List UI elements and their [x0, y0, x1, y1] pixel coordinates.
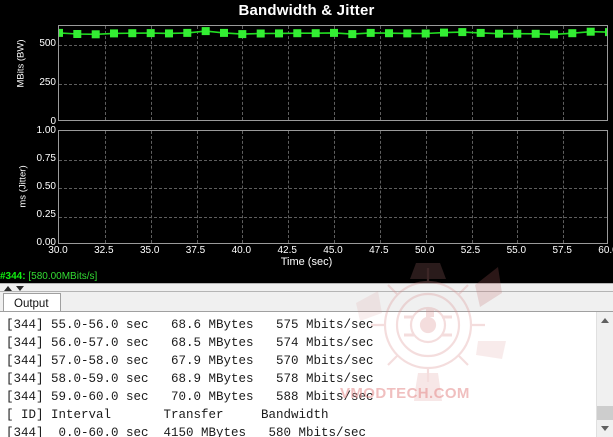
status-stream-id: #344:: [0, 271, 26, 282]
bandwidth-data-point: [531, 29, 540, 38]
x-tick-label: 37.5: [185, 245, 206, 256]
jitter-series: [59, 131, 608, 244]
x-tick-label: 40.0: [231, 245, 252, 256]
bandwidth-data-point: [256, 29, 265, 38]
bandwidth-data-point: [238, 30, 247, 39]
status-bar: #344: [580.00MBits/s]: [0, 270, 613, 283]
tab-output[interactable]: Output: [3, 293, 61, 312]
x-tick-label: 30.0: [48, 245, 68, 256]
bandwidth-data-point: [165, 29, 173, 38]
y-tick-jit-050: 0.50: [36, 181, 56, 192]
y-tick-bw-250: 250: [39, 77, 56, 88]
y-tick-jit-100: 1.00: [36, 125, 56, 136]
status-bandwidth-value: [580.00MBits/s]: [28, 271, 98, 282]
x-tick-label: 35.0: [139, 245, 160, 256]
triangle-up-icon[interactable]: [4, 286, 12, 291]
bandwidth-data-point: [421, 29, 430, 38]
bandwidth-data-point: [513, 29, 522, 38]
bandwidth-data-point: [275, 29, 283, 38]
y-tick-jit-025: 0.25: [36, 209, 56, 220]
jitter-plot-area: [58, 130, 608, 244]
x-tick-label: 47.5: [369, 245, 389, 256]
bandwidth-data-point: [311, 29, 320, 38]
bandwidth-data-point: [293, 29, 302, 38]
bandwidth-data-point: [183, 28, 192, 37]
bandwidth-data-point: [568, 29, 577, 38]
tab-strip: Output: [0, 292, 613, 312]
x-tick-label: 32.5: [94, 245, 114, 256]
bandwidth-y-axis: 500 250 0: [0, 0, 56, 277]
scroll-down-arrow-icon[interactable]: [597, 420, 613, 437]
bandwidth-data-point: [440, 28, 448, 37]
chart-title: Bandwidth & Jitter: [238, 2, 375, 19]
bandwidth-data-point: [348, 30, 357, 39]
bandwidth-data-point: [495, 29, 503, 38]
bandwidth-data-point: [73, 30, 82, 38]
bandwidth-data-point: [385, 29, 393, 38]
bandwidth-data-point: [110, 29, 118, 38]
x-axis-label: Time (sec): [280, 256, 333, 268]
y-tick-jit-000: 0.00: [36, 237, 56, 248]
bandwidth-data-point: [59, 28, 63, 37]
panel-splitter[interactable]: [0, 283, 613, 292]
x-tick-label: 42.5: [277, 245, 297, 256]
scroll-up-glyph: [601, 318, 609, 323]
scroll-up-arrow-icon[interactable]: [597, 312, 613, 329]
x-tick-label: 55.0: [506, 245, 527, 256]
x-tick-label: 45.0: [323, 245, 343, 256]
x-tick-label: 57.5: [552, 245, 572, 256]
bandwidth-data-point: [366, 28, 375, 37]
bandwidth-data-point: [605, 28, 607, 37]
bandwidth-data-point: [403, 29, 412, 38]
bandwidth-data-point: [476, 28, 485, 37]
x-tick-label: 60.0: [598, 245, 613, 256]
y-tick-bw-500: 500: [39, 38, 56, 49]
bandwidth-data-point: [458, 28, 467, 37]
bandwidth-data-point: [586, 27, 595, 36]
jitter-y-axis: 1.00 0.75 0.50 0.25 0.00: [0, 0, 56, 277]
output-log-text: [344] 55.0-56.0 sec 68.6 MBytes 575 Mbit…: [6, 317, 374, 437]
scroll-down-glyph: [601, 426, 609, 431]
jitter-axis-label: ms (Jitter): [17, 165, 29, 208]
triangle-down-icon[interactable]: [16, 286, 24, 291]
y-tick-jit-075: 0.75: [36, 153, 56, 164]
output-panel: [344] 55.0-56.0 sec 68.6 MBytes 575 Mbit…: [0, 311, 613, 437]
output-vertical-scrollbar[interactable]: [596, 312, 613, 437]
bandwidth-data-point: [128, 29, 137, 38]
bandwidth-data-point: [146, 29, 155, 38]
bandwidth-plot-area: [58, 25, 608, 121]
bandwidth-series: [59, 27, 607, 39]
bandwidth-data-point: [220, 28, 228, 37]
bandwidth-data-point: [550, 30, 558, 39]
chart-panel: Bandwidth & Jitter 500 250 0 MBits (BW) …: [0, 0, 613, 277]
bandwidth-data-point: [91, 30, 100, 39]
bandwidth-data-point: [201, 27, 210, 36]
bandwidth-data-point: [330, 28, 338, 37]
x-tick-label: 50.0: [414, 245, 435, 256]
output-text-area[interactable]: [344] 55.0-56.0 sec 68.6 MBytes 575 Mbit…: [0, 312, 596, 437]
y-tick-bw-0: 0: [50, 116, 56, 127]
x-tick-label: 52.5: [460, 245, 481, 256]
